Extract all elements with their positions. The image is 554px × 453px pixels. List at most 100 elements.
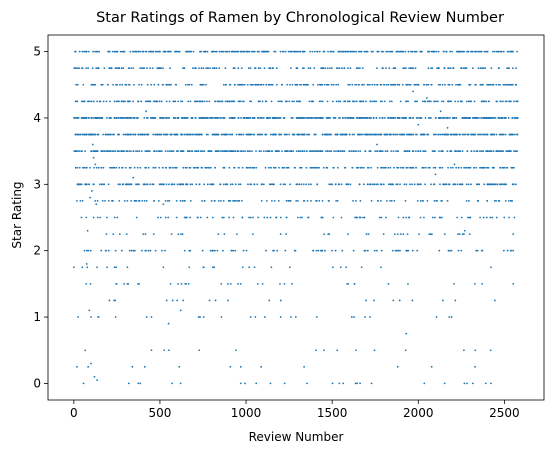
data-point xyxy=(469,166,472,169)
data-point xyxy=(237,67,240,70)
data-point xyxy=(277,150,279,153)
data-point xyxy=(503,183,506,186)
data-point xyxy=(152,166,155,169)
data-point xyxy=(92,100,95,103)
data-point xyxy=(479,166,481,169)
data-point xyxy=(143,365,146,368)
data-point xyxy=(119,117,122,119)
data-point xyxy=(516,150,519,153)
data-point xyxy=(490,382,492,385)
data-point xyxy=(315,200,318,202)
data-point xyxy=(356,166,359,169)
data-point xyxy=(368,150,371,153)
data-point xyxy=(215,50,218,53)
data-point xyxy=(438,133,440,136)
data-point xyxy=(448,183,451,186)
data-point xyxy=(470,50,473,53)
data-point xyxy=(257,83,259,86)
data-point xyxy=(426,200,429,202)
data-point xyxy=(262,117,265,119)
data-point xyxy=(346,282,349,285)
data-point xyxy=(415,117,418,119)
chart-title: Star Ratings of Ramen by Chronological R… xyxy=(96,10,504,26)
data-point xyxy=(387,282,390,285)
data-point xyxy=(405,332,408,335)
data-point xyxy=(375,117,378,119)
data-point xyxy=(80,216,83,219)
data-point xyxy=(417,83,420,86)
data-point xyxy=(97,316,100,318)
data-point xyxy=(191,150,194,153)
data-point xyxy=(410,50,412,53)
data-point xyxy=(202,316,205,318)
data-point xyxy=(149,100,152,103)
data-point xyxy=(464,133,467,136)
data-point xyxy=(500,50,503,53)
data-point xyxy=(396,83,399,86)
data-point xyxy=(508,216,510,219)
data-point xyxy=(437,67,440,70)
data-point xyxy=(253,266,256,269)
data-point xyxy=(380,216,383,219)
data-point xyxy=(160,150,163,153)
data-point xyxy=(238,83,241,86)
data-point xyxy=(165,100,168,103)
data-point xyxy=(274,50,277,53)
data-point xyxy=(320,150,322,153)
data-point xyxy=(173,133,175,136)
data-point xyxy=(393,166,395,169)
data-point xyxy=(455,117,458,119)
data-point xyxy=(279,316,282,318)
data-point xyxy=(273,183,275,186)
data-point xyxy=(269,67,272,70)
data-point xyxy=(153,200,155,202)
data-point xyxy=(424,166,427,169)
data-point xyxy=(502,50,505,53)
data-point xyxy=(104,200,106,202)
data-point xyxy=(433,200,436,202)
data-point xyxy=(140,150,143,153)
data-point xyxy=(496,150,499,153)
data-point xyxy=(185,133,187,136)
data-point xyxy=(137,382,140,385)
data-point xyxy=(122,133,125,136)
data-point xyxy=(282,50,285,53)
data-point xyxy=(349,117,352,119)
data-point xyxy=(145,200,148,202)
data-point xyxy=(75,83,77,86)
data-point xyxy=(229,200,232,202)
data-point xyxy=(478,133,481,136)
data-point xyxy=(515,117,518,119)
data-point xyxy=(189,216,191,219)
data-point xyxy=(114,249,117,252)
data-point xyxy=(158,150,161,153)
data-point xyxy=(296,117,299,119)
data-point xyxy=(250,100,253,103)
data-point xyxy=(86,266,89,269)
data-point xyxy=(315,316,318,318)
data-point xyxy=(100,249,103,252)
data-point xyxy=(402,67,405,70)
data-point xyxy=(242,100,244,103)
data-point xyxy=(217,233,220,235)
data-point xyxy=(411,299,414,302)
data-point xyxy=(488,117,491,119)
data-point xyxy=(240,117,242,119)
data-point xyxy=(77,133,79,136)
data-points xyxy=(72,50,519,385)
data-point xyxy=(231,50,234,53)
data-point xyxy=(474,349,477,352)
data-point xyxy=(99,216,102,219)
data-point xyxy=(280,100,283,103)
data-point xyxy=(258,100,260,103)
data-point xyxy=(280,133,283,136)
data-point xyxy=(168,166,171,169)
data-point xyxy=(258,150,261,153)
data-point xyxy=(237,200,239,202)
data-point xyxy=(117,100,119,103)
data-point xyxy=(256,50,259,53)
data-point xyxy=(140,67,143,70)
data-point xyxy=(330,67,333,70)
data-point xyxy=(399,233,402,235)
data-point xyxy=(182,166,185,169)
